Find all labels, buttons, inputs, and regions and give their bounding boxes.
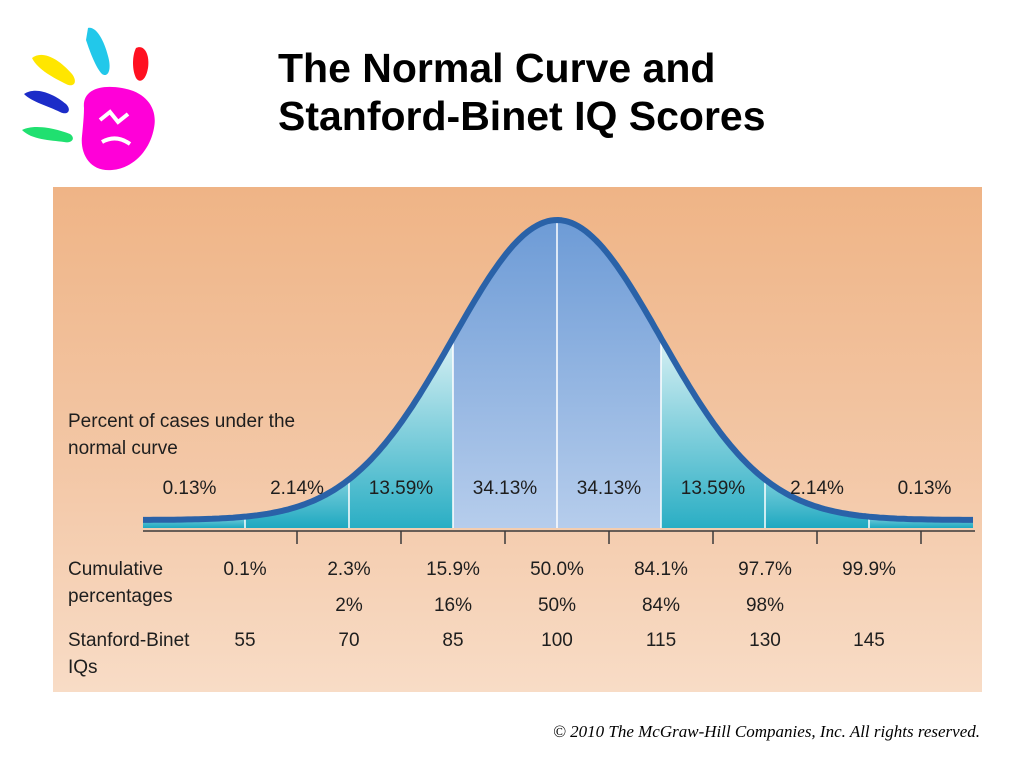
cumulative-exact-label: 84.1% (634, 559, 688, 580)
cumulative-rounded-label: 2% (335, 595, 363, 616)
iq-score-label: 115 (646, 630, 676, 651)
iq-score-label: 55 (234, 630, 255, 651)
iq-score-labels: 55 70 85 100 115 130 145 (234, 630, 884, 651)
cumulative-rounded-label: 84% (642, 595, 680, 616)
cumulative-exact-label: 2.3% (327, 559, 370, 580)
chart-panel: Percent of cases under the normal curve … (53, 187, 982, 692)
band-percentage-label: 34.13% (473, 478, 538, 499)
x-axis-ticks (296, 531, 922, 544)
band-percentage-label: 13.59% (681, 478, 746, 499)
iq-label-line2: IQs (68, 657, 98, 678)
band-label-line1: Percent of cases under the (68, 411, 295, 432)
iq-score-label: 130 (749, 630, 781, 651)
painted-hand-icon (22, 27, 155, 171)
cumulative-exact-label: 50.0% (530, 559, 584, 580)
cumulative-label-line1: Cumulative (68, 559, 163, 580)
band-percentage-label: 0.13% (898, 478, 952, 499)
slide-title-line1: The Normal Curve and (278, 45, 716, 91)
iq-score-label: 100 (541, 630, 573, 651)
iq-score-label: 145 (853, 630, 885, 651)
slide-title: The Normal Curve and Stanford-Binet IQ S… (278, 44, 978, 140)
iq-score-label: 85 (442, 630, 463, 651)
copyright-notice: © 2010 The McGraw-Hill Companies, Inc. A… (552, 722, 980, 741)
slide-title-line2: Stanford-Binet IQ Scores (278, 93, 766, 139)
cumulative-rounded-label: 50% (538, 595, 576, 616)
band-label-line2: normal curve (68, 438, 178, 459)
iq-score-label: 70 (338, 630, 359, 651)
band-percentage-label: 0.13% (163, 478, 217, 499)
band-dividers (244, 220, 870, 528)
cumulative-rounded-label: 98% (746, 595, 784, 616)
band-percentage-label: 2.14% (270, 478, 324, 499)
cumulative-label-line2: percentages (68, 586, 173, 607)
band-percentage-label: 2.14% (790, 478, 844, 499)
cumulative-exact-label: 97.7% (738, 559, 792, 580)
curve-bands (143, 220, 973, 528)
cumulative-rounded-label: 16% (434, 595, 472, 616)
cumulative-exact-label: 15.9% (426, 559, 480, 580)
normal-curve-chart: Percent of cases under the normal curve … (68, 217, 975, 678)
band-percentage-label: 34.13% (577, 478, 642, 499)
iq-label-line1: Stanford-Binet (68, 630, 190, 651)
cumulative-percentage-labels: 0.1% 2.3% 2% 15.9% 16% 50.0% 50% 84.1% 84% 97.7% 9… (223, 559, 896, 616)
band-percentage-label: 13.59% (369, 478, 434, 499)
cumulative-exact-label: 0.1% (223, 559, 266, 580)
cumulative-exact-label: 99.9% (842, 559, 896, 580)
band-percentage-labels: 0.13% 2.14% 13.59% 34.13% 34.13% 13.59% 2.14% 0… (163, 478, 952, 499)
normal-curve-line (143, 217, 973, 523)
